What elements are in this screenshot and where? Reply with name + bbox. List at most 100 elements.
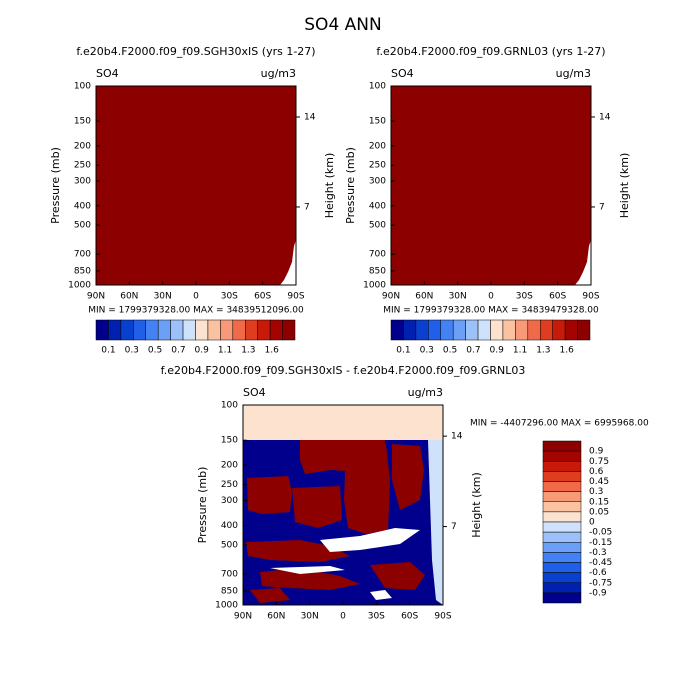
- colorbar-box: [390, 319, 404, 341]
- y-tick-label: 400: [74, 201, 91, 211]
- colorbar-label: 0.1: [101, 346, 115, 356]
- colorbar-label: -0.9: [589, 588, 607, 598]
- y-axis-label: Pressure (mb): [344, 147, 357, 224]
- y-axis-label: Pressure (mb): [196, 467, 209, 544]
- left-label: SO4: [243, 386, 266, 399]
- colorbar-box: [477, 319, 491, 341]
- y-tick-label: 300: [221, 496, 238, 506]
- y-tick-label: 200: [74, 141, 91, 151]
- x-tick-label: 30N: [449, 292, 467, 302]
- colorbar-box: [490, 319, 504, 341]
- y2-tick-label: 7: [451, 522, 457, 532]
- colorbar-box: [282, 319, 296, 341]
- y-axis-label: Pressure (mb): [49, 147, 62, 224]
- colorbar-box: [542, 440, 582, 452]
- colorbar-box: [182, 319, 196, 341]
- colorbar-box: [542, 531, 582, 543]
- colorbar-box: [527, 319, 541, 341]
- colorbar-box: [502, 319, 516, 341]
- colorbar-box: [120, 319, 134, 341]
- x-tick-label: 90N: [87, 292, 105, 302]
- colorbar-label: -0.6: [589, 568, 607, 578]
- contour-fill-1: [96, 86, 296, 285]
- colorbar-box: [515, 319, 529, 341]
- colorbar-box: [542, 572, 582, 583]
- colorbar-label: -0.75: [589, 578, 612, 588]
- contour-fill-3: [243, 405, 443, 605]
- y-tick-label: 400: [369, 201, 386, 211]
- colorbar-label: 1.3: [536, 346, 550, 356]
- x-tick-label: 60N: [415, 292, 433, 302]
- colorbar-box: [542, 471, 582, 482]
- contour-fill-2: [391, 86, 591, 285]
- colorbar-box: [564, 319, 578, 341]
- colorbar-label: 1.1: [218, 346, 232, 356]
- colorbar-box: [415, 319, 429, 341]
- x-tick-label: 90S: [434, 612, 451, 622]
- colorbar-label: 1.1: [513, 346, 527, 356]
- colorbar-label: 0.9: [195, 346, 210, 356]
- y-tick-label: 150: [221, 436, 238, 446]
- x-tick-label: 60N: [120, 292, 138, 302]
- colorbar-label: 0.7: [171, 346, 185, 356]
- colorbar-box: [195, 319, 209, 341]
- colorbar-box: [542, 542, 582, 553]
- figure-title: SO4 ANN: [304, 15, 381, 35]
- colorbar-box: [465, 319, 479, 341]
- colorbar-box: [542, 521, 582, 533]
- y2-tick-label: 14: [451, 432, 463, 442]
- stats: MIN = 1799379328.00 MAX = 34839479328.00: [383, 306, 599, 316]
- x-tick-label: 30S: [221, 292, 238, 302]
- colorbar-label: 0.15: [589, 497, 609, 507]
- x-tick-label: 90S: [582, 292, 599, 302]
- x-tick-label: 0: [193, 292, 199, 302]
- colorbar-box: [145, 319, 159, 341]
- colorbar-label: 0.3: [589, 487, 603, 497]
- colorbar-label: 0.3: [420, 346, 434, 356]
- x-tick-label: 0: [340, 612, 346, 622]
- colorbar-box: [542, 481, 582, 492]
- y-tick-label: 100: [221, 401, 238, 411]
- colorbar-box: [440, 319, 454, 341]
- y-tick-label: 500: [221, 540, 238, 550]
- colorbar-box: [577, 319, 591, 341]
- x-tick-label: 60S: [254, 292, 271, 302]
- x-tick-label: 30S: [368, 612, 385, 622]
- colorbar-box: [232, 319, 246, 341]
- colorbar-box: [542, 461, 582, 472]
- stats: MIN = -4407296.00 MAX = 6995968.00: [470, 419, 649, 429]
- colorbar-box: [108, 319, 122, 341]
- y-tick-label: 150: [369, 117, 386, 127]
- colorbar-label: -0.3: [589, 548, 607, 558]
- y-tick-label: 700: [74, 250, 91, 260]
- colorbar-label: 1.6: [265, 346, 280, 356]
- colorbar-box: [157, 319, 171, 341]
- x-tick-label: 30N: [154, 292, 172, 302]
- colorbar-box: [542, 491, 582, 502]
- x-tick-label: 30S: [516, 292, 533, 302]
- y-tick-label: 250: [369, 161, 386, 171]
- y-tick-label: 300: [74, 176, 91, 186]
- colorbar-box: [207, 319, 221, 341]
- stats: MIN = 1799379328.00 MAX = 34839512096.00: [88, 306, 304, 316]
- colorbar-label: 0.5: [443, 346, 457, 356]
- y-tick-label: 500: [369, 221, 386, 231]
- y-tick-label: 500: [74, 221, 91, 231]
- y2-axis-label: Height (km): [470, 472, 483, 538]
- x-tick-label: 60N: [267, 612, 285, 622]
- panel-title: f.e20b4.F2000.f09_f09.SGH30xIS (yrs 1-27…: [76, 45, 315, 58]
- colorbar-label: -0.15: [589, 538, 612, 548]
- colorbar-label: 0: [589, 518, 595, 528]
- y2-tick-label: 14: [304, 112, 316, 122]
- right-label: ug/m3: [408, 386, 443, 399]
- y-tick-label: 250: [74, 161, 91, 171]
- y-tick-label: 850: [221, 586, 238, 596]
- y-tick-label: 200: [221, 461, 238, 471]
- panel-title: f.e20b4.F2000.f09_f09.SGH30xIS - f.e20b4…: [161, 364, 526, 377]
- y-tick-label: 150: [74, 117, 91, 127]
- colorbar-box: [542, 552, 582, 563]
- colorbar-box: [133, 319, 146, 341]
- x-tick-label: 90N: [234, 612, 252, 622]
- left-label: SO4: [96, 67, 119, 80]
